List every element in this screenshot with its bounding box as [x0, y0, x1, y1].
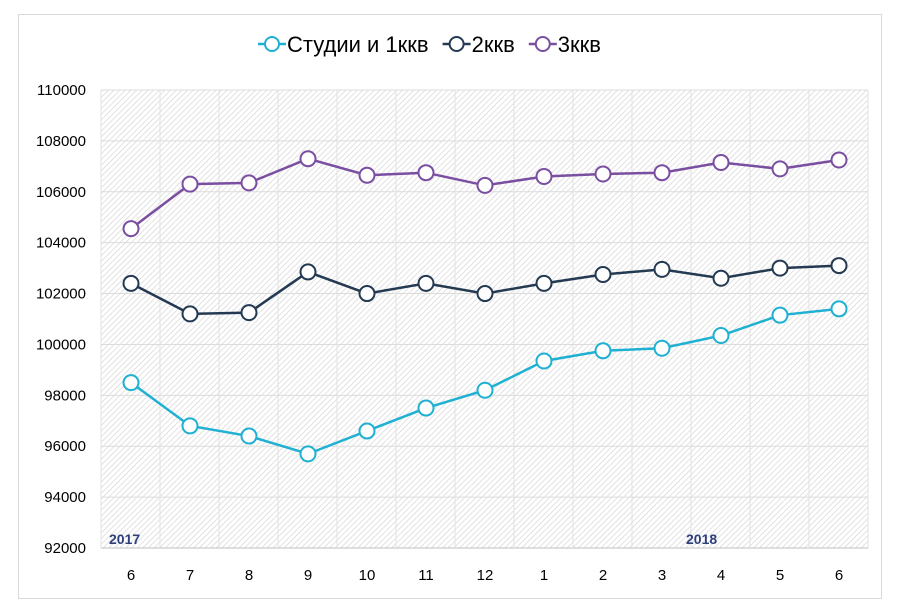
data-point [181, 417, 199, 435]
data-point [535, 352, 553, 370]
data-point [535, 168, 553, 186]
x-tick-label: 11 [418, 567, 434, 584]
x-tick-label: 1 [540, 567, 548, 584]
data-point [299, 445, 317, 463]
x-tick-label: 6 [127, 567, 135, 584]
y-tick-label: 96000 [44, 438, 86, 455]
x-tick-label: 10 [359, 567, 376, 584]
series-2 [122, 257, 848, 323]
x-tick-label: 2 [599, 567, 607, 584]
data-point [712, 269, 730, 287]
year-label: 2018 [686, 531, 717, 547]
year-label: 2017 [109, 531, 140, 547]
data-point [476, 176, 494, 194]
data-point [181, 175, 199, 193]
data-point [358, 422, 376, 440]
legend-item-1: Студии и 1ккв [258, 32, 429, 57]
data-point [240, 174, 258, 192]
data-point [417, 399, 435, 417]
data-point [122, 374, 140, 392]
y-tick-label: 94000 [44, 489, 86, 506]
data-point [122, 220, 140, 238]
y-tick-label: 104000 [36, 235, 86, 252]
x-tick-label: 12 [477, 567, 494, 584]
legend-marker-icon [448, 36, 465, 52]
data-point [417, 164, 435, 182]
series-1 [122, 300, 848, 463]
y-tick-label: 102000 [36, 286, 86, 303]
y-tick-label: 106000 [36, 184, 86, 201]
data-point [299, 263, 317, 281]
data-point [830, 257, 848, 275]
x-tick-label: 9 [304, 567, 312, 584]
y-tick-label: 98000 [44, 387, 86, 404]
legend-label: Студии и 1ккв [287, 32, 429, 57]
y-tick-label: 92000 [44, 540, 86, 557]
data-point [830, 300, 848, 318]
data-point [299, 150, 317, 168]
data-point [594, 265, 612, 283]
data-point [417, 274, 435, 292]
legend-marker-icon [534, 36, 551, 52]
data-point [653, 339, 671, 357]
y-tick-label: 108000 [36, 133, 86, 150]
legend-item-3: 3ккв [528, 32, 601, 57]
data-point [594, 165, 612, 183]
legend-item-2: 2ккв [442, 32, 515, 57]
legend-label: 2ккв [472, 32, 515, 57]
data-point [358, 285, 376, 303]
data-point [830, 151, 848, 169]
series-3 [122, 150, 848, 238]
legend-marker-icon [264, 36, 280, 52]
data-point [240, 304, 258, 322]
data-point [181, 305, 199, 323]
data-point [594, 342, 612, 360]
data-point [653, 164, 671, 182]
data-point [712, 327, 730, 345]
x-tick-label: 3 [658, 567, 666, 584]
data-point [476, 285, 494, 303]
data-point [535, 274, 553, 292]
data-point [653, 260, 671, 278]
data-point [476, 381, 494, 399]
x-tick-label: 8 [245, 567, 253, 584]
x-tick-label: 4 [717, 567, 725, 584]
data-point [712, 154, 730, 172]
data-point [240, 427, 258, 445]
y-tick-label: 100000 [36, 336, 86, 353]
legend-label: 3ккв [558, 32, 601, 57]
data-point [771, 259, 789, 277]
data-point [358, 166, 376, 184]
plot-area [101, 90, 868, 548]
data-point [771, 306, 789, 324]
data-point [771, 160, 789, 178]
x-tick-label: 6 [835, 567, 843, 584]
x-tick-label: 7 [186, 567, 194, 584]
x-tick-label: 5 [776, 567, 784, 584]
data-point [122, 274, 140, 292]
y-tick-label: 110000 [37, 82, 86, 99]
